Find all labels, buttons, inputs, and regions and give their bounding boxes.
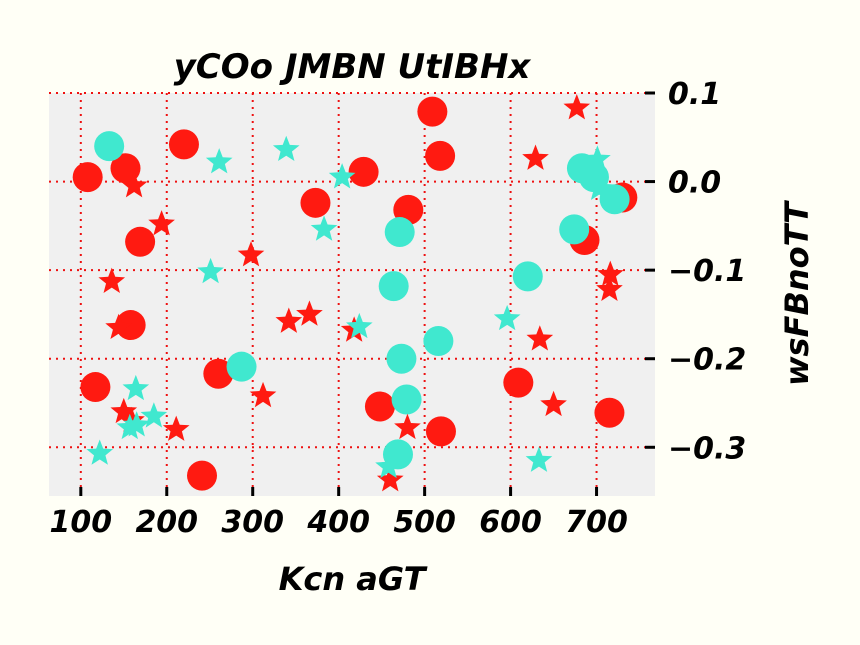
red-circle-point-9 [348, 156, 379, 187]
red-star-point-16 [540, 390, 567, 417]
turquoise-star-point-7 [140, 402, 168, 428]
y-axis-label: wsFBnoTT [778, 200, 816, 386]
turquoise-star-point-4 [197, 257, 224, 284]
y-tick-label-2: −0.1 [668, 254, 746, 289]
turquoise-circle-point-7 [423, 326, 454, 356]
turquoise-star-point-1 [272, 135, 300, 162]
data-points [72, 94, 638, 492]
turquoise-circle-point-0 [94, 131, 125, 162]
red-star-point-13 [394, 413, 421, 440]
red-circle-point-2 [125, 226, 156, 257]
x-tick-label-6: 700 [565, 505, 628, 540]
red-star-point-2 [237, 241, 265, 267]
red-star-point-14 [522, 144, 549, 170]
y-tick-label-1: 0.0 [668, 166, 721, 201]
red-circle-point-8 [300, 187, 331, 218]
red-star-point-0 [120, 172, 148, 198]
red-star-point-17 [563, 94, 591, 120]
red-circle-point-7 [187, 460, 218, 491]
red-star-point-8 [249, 381, 277, 408]
red-star-point-18 [596, 260, 624, 286]
x-tick-label-1: 200 [135, 505, 198, 540]
red-circle-point-12 [425, 140, 456, 171]
y-tick-label-3: −0.2 [668, 343, 746, 378]
y-tick-label-4: −0.3 [668, 431, 746, 466]
turquoise-circle-point-1 [226, 351, 257, 382]
red-star-point-12 [376, 466, 404, 492]
red-star-point-10 [296, 300, 323, 326]
x-tick-label-5: 600 [479, 505, 542, 540]
turquoise-star-point-14 [584, 145, 611, 171]
red-circle-point-13 [364, 391, 395, 422]
turquoise-circle-point-12 [599, 184, 630, 215]
turquoise-star-point-6 [122, 374, 150, 401]
turquoise-star-point-5 [345, 312, 373, 339]
axis-ticks: 100 200 300 400 500 600 700 0.1 0.0 −0.1 −0.2 −0.3 [49, 77, 746, 540]
red-circle-point-5 [168, 129, 199, 160]
turquoise-star-point-11 [375, 452, 402, 479]
red-circle-point-18 [594, 397, 625, 428]
red-star-point-9 [275, 307, 303, 333]
x-tick-label-2: 300 [221, 505, 284, 540]
turquoise-star-point-0 [205, 148, 233, 174]
turquoise-star-point-9 [123, 411, 150, 437]
turquoise-star-point-10 [86, 439, 114, 465]
turquoise-star-point-13 [525, 446, 553, 472]
red-circle-point-11 [417, 96, 448, 127]
turquoise-circle-point-3 [378, 271, 409, 302]
red-star-point-3 [98, 267, 126, 293]
turquoise-star-point-12 [493, 304, 521, 331]
grid-lines [49, 92, 655, 496]
red-circle-point-15 [503, 367, 534, 398]
turquoise-star-point-2 [328, 163, 356, 189]
red-star-point-7 [162, 415, 190, 441]
turquoise-star-point-3 [310, 215, 338, 241]
red-circle-point-4 [80, 372, 111, 403]
red-circle-point-0 [72, 162, 103, 193]
turquoise-star-point-8 [116, 413, 144, 440]
red-circle-point-6 [203, 358, 234, 389]
turquoise-star-point-15 [585, 174, 613, 200]
turquoise-circle-point-9 [559, 214, 590, 245]
turquoise-circle-point-5 [391, 384, 422, 415]
red-star-point-19 [596, 275, 623, 301]
x-tick-label-0: 100 [49, 505, 112, 540]
turquoise-circle-point-4 [386, 343, 417, 374]
chart-title: yCOo JMBN UtIBHx [174, 47, 532, 87]
plot-area [49, 93, 655, 496]
red-star-point-15 [526, 325, 554, 351]
red-star-point-5 [110, 397, 138, 424]
turquoise-circle-point-8 [512, 261, 543, 292]
x-tick-label-3: 400 [306, 505, 370, 540]
y-tick-label-0: 0.1 [668, 77, 721, 112]
red-star-point-4 [105, 313, 132, 340]
x-axis-label: Kcn aGT [279, 560, 428, 598]
turquoise-circle-point-2 [384, 217, 415, 248]
red-circle-point-14 [425, 416, 456, 447]
red-star-point-1 [148, 210, 175, 236]
x-tick-label-4: 500 [393, 505, 456, 540]
